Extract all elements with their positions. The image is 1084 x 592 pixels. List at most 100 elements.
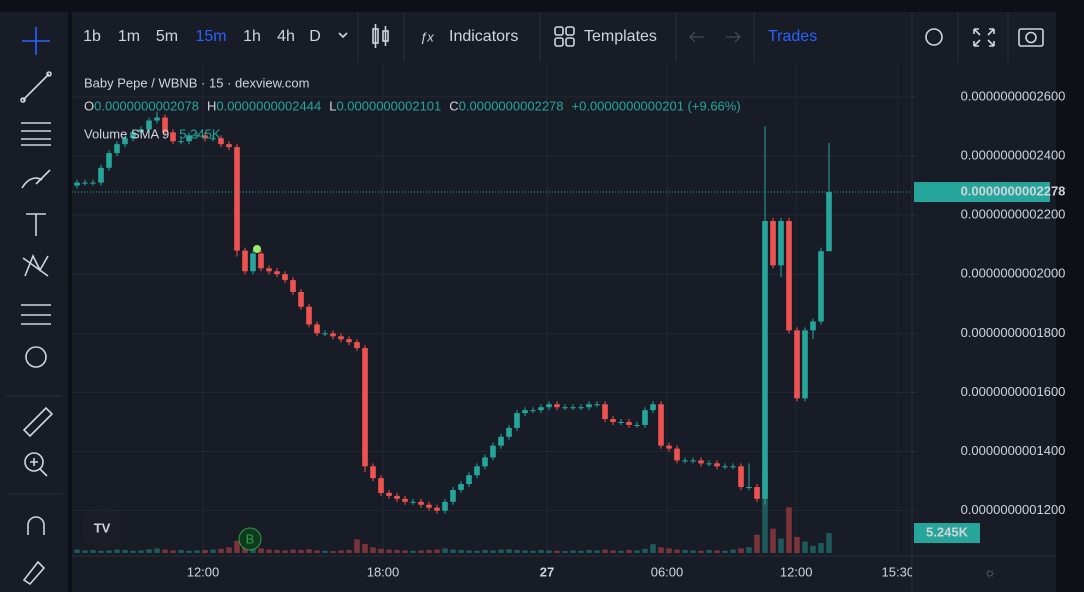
volume-bar: [674, 549, 680, 553]
volume-bar: [130, 550, 136, 553]
trades-button[interactable]: Trades: [768, 28, 817, 45]
y-tick-label: 0.0000000002600: [961, 88, 1066, 103]
candle-body: [746, 487, 752, 489]
volume-bar: [778, 538, 784, 553]
ohlc-value: 0.0000000002444: [216, 98, 321, 113]
volume-bar: [114, 549, 120, 553]
interval-button[interactable]: 1m: [118, 28, 140, 45]
y-tick-label: 0.0000000002000: [961, 266, 1066, 281]
settings-icon[interactable]: [925, 28, 943, 46]
interval-button[interactable]: D: [309, 28, 321, 45]
volume-bar: [458, 549, 464, 553]
volume-bar: [730, 549, 736, 553]
volume-bar: [698, 550, 704, 553]
volume-bar: [794, 537, 800, 553]
volume-bar: [386, 549, 392, 553]
candle-body: [394, 495, 400, 499]
y-tick-label: 0.0000000002200: [961, 207, 1066, 222]
candle-body: [482, 457, 488, 467]
candle-body: [242, 250, 248, 272]
fx-icon[interactable]: ƒx: [420, 29, 434, 44]
candle-body: [250, 253, 256, 272]
candle-type-icon[interactable]: [372, 24, 389, 48]
volume-bar: [490, 550, 496, 553]
candle-body: [594, 404, 600, 406]
volume-bar: [226, 547, 232, 553]
x-tick-label: 18:00: [367, 564, 400, 579]
templates-icon[interactable]: [554, 26, 575, 47]
candle-body: [346, 339, 352, 343]
volume-bar: [354, 539, 360, 553]
candle-body: [810, 321, 816, 331]
tv-logo: TV: [82, 508, 122, 548]
candle-body: [170, 132, 176, 142]
volume-bar: [426, 549, 432, 553]
left-toolbar: [0, 12, 68, 592]
candle-body: [674, 448, 680, 461]
candle-body: [138, 129, 144, 133]
candle-body: [314, 324, 320, 334]
candle-body: [178, 141, 184, 143]
candle-body: [274, 271, 280, 275]
candle-body: [194, 135, 200, 137]
volume-bar: [338, 550, 344, 553]
drawing-tools[interactable]: [20, 27, 54, 586]
volume-bar: [186, 550, 192, 553]
volume-bar: [290, 549, 296, 553]
volume-bar: [482, 549, 488, 553]
candle-body: [570, 407, 576, 409]
volume-bar: [714, 550, 720, 553]
x-tick-label: 06:00: [651, 564, 684, 579]
indicators-button[interactable]: Indicators: [449, 28, 518, 45]
fullscreen-icon[interactable]: [973, 28, 995, 47]
volume-tag: [914, 523, 980, 544]
volume-bar: [274, 549, 280, 553]
interval-button[interactable]: 5m: [156, 28, 178, 45]
volume-bar: [562, 551, 568, 553]
candle-body: [506, 427, 512, 437]
volume-bar: [610, 550, 616, 553]
interval-button[interactable]: 4h: [277, 28, 295, 45]
candle-body: [682, 460, 688, 462]
candle-body: [234, 147, 240, 251]
interval-button[interactable]: 15m: [195, 28, 226, 45]
screenshot-icon[interactable]: [1018, 28, 1044, 47]
interval-button[interactable]: 1b: [83, 28, 101, 45]
candle-body: [698, 460, 704, 464]
volume-bar: [826, 533, 832, 553]
volume-bar: [106, 550, 112, 553]
candle-body: [666, 445, 672, 449]
volume-bar: [82, 550, 88, 553]
candle-body: [538, 407, 544, 411]
redo-icon[interactable]: [726, 31, 741, 43]
candle-body: [338, 336, 344, 340]
time-settings-icon[interactable]: ☼: [984, 564, 996, 579]
volume-bar: [306, 549, 312, 553]
ohlc-value: 0.0000000002078: [94, 98, 199, 113]
candle-body: [322, 333, 328, 335]
candle-body: [490, 445, 496, 458]
volume-bar: [362, 543, 368, 553]
candle-body: [258, 253, 264, 269]
candle-body: [74, 182, 80, 186]
volume-bar: [162, 549, 168, 553]
candle-body: [82, 182, 88, 184]
event-dot: [253, 245, 261, 253]
last-price-label: 0.0000000002278: [961, 183, 1066, 198]
candle-body: [162, 117, 168, 133]
ohlc-key: L: [329, 98, 336, 113]
dropdown-icon[interactable]: [338, 32, 348, 39]
volume-bar: [658, 547, 664, 553]
volume-bar: [210, 549, 216, 553]
volume-bar: [74, 549, 80, 553]
undo-icon[interactable]: [689, 31, 704, 43]
interval-button[interactable]: 1h: [243, 28, 261, 45]
candle-body: [266, 268, 272, 272]
templates-button[interactable]: Templates: [584, 28, 657, 45]
candle-body: [98, 167, 104, 183]
candle-body: [826, 192, 832, 252]
candle-body: [602, 404, 608, 420]
candle-body: [730, 466, 736, 468]
volume-bar: [682, 549, 688, 553]
